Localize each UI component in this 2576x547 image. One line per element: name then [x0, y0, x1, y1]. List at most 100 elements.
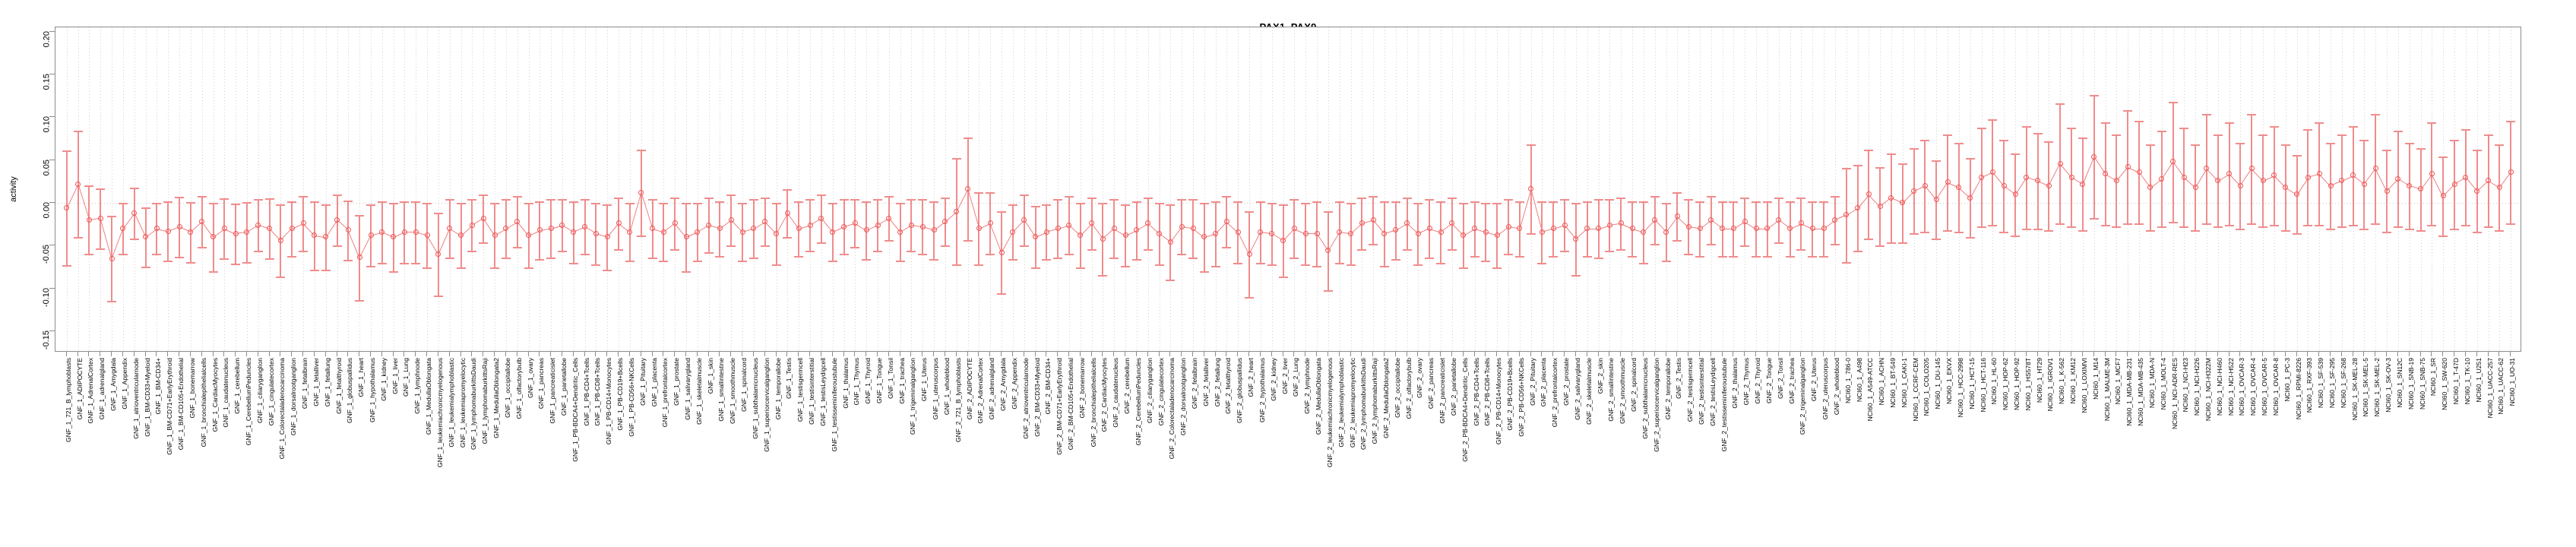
error-bar-cap [1323, 211, 1333, 213]
error-bar-cap [1808, 201, 1818, 203]
error-bar-cap [2044, 141, 2054, 143]
error-bar [1192, 199, 1194, 258]
error-bar-cap [614, 248, 624, 251]
x-tick [2340, 352, 2342, 356]
error-bar-cap [1166, 204, 1176, 207]
error-bar-cap [1886, 153, 1896, 155]
connector-line [2071, 177, 2084, 185]
connector-line [2476, 180, 2489, 191]
connector-line [697, 225, 709, 233]
error-bar-cap [1402, 198, 1412, 200]
data-point [1415, 230, 1421, 236]
error-bar-cap [2135, 120, 2144, 122]
data-point [751, 226, 757, 232]
x-tick-label: NCI60_1_MDA-MB-231 [2125, 358, 2133, 426]
data-point [356, 255, 362, 261]
data-point [1246, 251, 1252, 257]
x-tick [2059, 352, 2061, 356]
error-bar-cap [2224, 225, 2234, 227]
gridline [764, 27, 766, 351]
x-tick-label: NCI60_1_A549-ATCC [1866, 358, 1875, 422]
error-bar-cap [2247, 113, 2257, 115]
connector-line [2341, 175, 2353, 182]
x-tick-label: NCI60_1_NCI-H23 [2182, 358, 2190, 413]
error-bar [719, 201, 721, 256]
error-bar [2442, 157, 2445, 236]
connector-line [1767, 220, 1780, 229]
x-tick [2296, 352, 2297, 356]
x-tick [1090, 352, 1092, 356]
x-tick [471, 352, 473, 356]
error-bar-cap [2292, 233, 2302, 236]
error-bar-cap [2033, 132, 2043, 134]
x-tick-label: NCI60_1_SF-539 [2316, 358, 2324, 409]
x-tick-label: GNF_1_temporallobe [774, 358, 782, 420]
data-point [1055, 226, 1061, 232]
error-bar [111, 215, 113, 302]
x-tick-label: GNF_2_fetalbrain [1190, 358, 1198, 409]
data-point [2248, 166, 2255, 172]
error-bar-cap [1436, 201, 1446, 203]
x-tick-label: GNF_1_bonemarrow [188, 358, 196, 419]
x-tick-label: GNF_2_subthalamicnucleus [1641, 358, 1649, 439]
x-tick [1214, 352, 1216, 356]
x-tick [1192, 352, 1193, 356]
gridline [911, 27, 913, 351]
data-point [1460, 232, 1467, 239]
x-tick-label: NCI60_1_HL-60 [1990, 358, 1998, 405]
error-bar-cap [1278, 276, 1288, 278]
error-bar-cap [1514, 255, 1524, 258]
error-bar [572, 201, 574, 263]
connector-line [1666, 217, 1678, 232]
gridline [1136, 27, 1138, 351]
x-tick [1361, 352, 1362, 356]
x-tick [1113, 352, 1115, 356]
error-bar-cap [377, 201, 387, 203]
gridline [337, 27, 338, 351]
error-bar-cap [1560, 250, 1570, 252]
error-bar [1935, 160, 1938, 239]
x-tick [1574, 352, 1576, 356]
connector-line [2364, 169, 2376, 185]
error-bar [1980, 127, 1983, 227]
error-bar [1777, 198, 1780, 242]
gridline [2229, 27, 2230, 351]
error-bar [1237, 201, 1239, 263]
x-tick [2025, 352, 2027, 356]
error-bar [1901, 163, 1904, 242]
error-bar-cap [1740, 198, 1750, 200]
x-tick [1924, 352, 1926, 356]
x-tick-label: NCI60_1_SW-620 [2440, 358, 2448, 410]
error-bar-cap [1886, 242, 1896, 244]
error-bar [866, 201, 868, 260]
gridline [1700, 27, 1701, 351]
error-bar [313, 201, 315, 270]
connector-line [1598, 225, 1610, 229]
gridline [1068, 27, 1070, 351]
error-bar [144, 207, 147, 267]
error-bar [2048, 141, 2050, 230]
error-bar-cap [1199, 202, 1209, 204]
error-bar-cap [546, 199, 556, 201]
data-point [1426, 226, 1432, 232]
error-bar [1248, 211, 1251, 297]
gridline [1429, 27, 1431, 351]
error-bar [922, 199, 924, 255]
connector-line [66, 184, 79, 209]
data-point [2068, 174, 2074, 180]
connector-line [1958, 187, 1971, 198]
connector-line [799, 225, 811, 229]
error-bar-cap [2438, 235, 2448, 237]
gridline [2161, 27, 2163, 351]
connector-line [1486, 232, 1498, 236]
data-point [2463, 174, 2469, 180]
data-point [1370, 217, 1376, 223]
x-tick-label: GNF_2_globuspallidus [1236, 358, 1244, 423]
error-bar-cap [2011, 235, 2020, 237]
x-tick-label: GNF_2_superiorcervicalganglion [1652, 358, 1660, 452]
error-bar-cap [276, 276, 286, 278]
data-point [1337, 229, 1343, 235]
error-bar [268, 198, 271, 259]
data-point [1753, 226, 1759, 232]
error-bar-cap [1841, 167, 1851, 169]
